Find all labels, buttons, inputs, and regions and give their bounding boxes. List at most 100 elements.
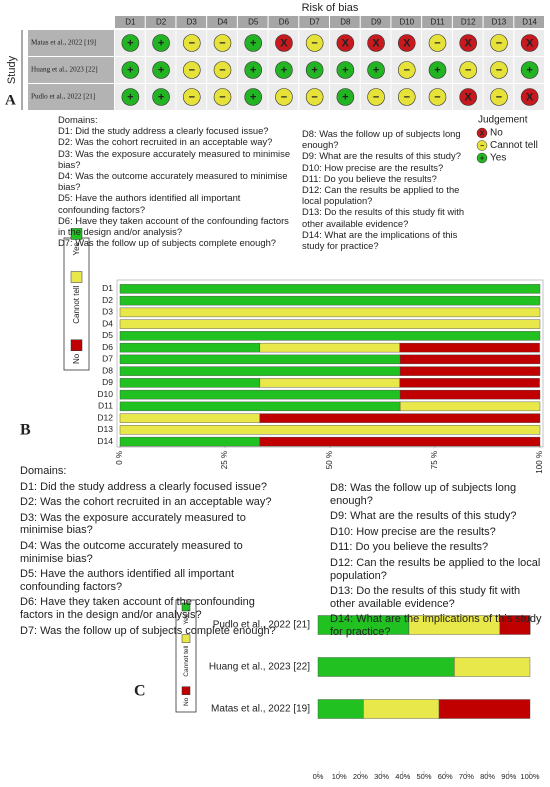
bar-segment [119,366,401,376]
bar-segment [119,284,541,294]
legend-label: Yes [72,242,81,255]
column-header-cell [330,16,360,28]
column-header-cell [237,16,268,28]
x-tick-label: 90% [501,772,516,781]
category-label: D3 [102,307,113,317]
judgement-symbol: − [434,91,440,103]
domain-item: D5: Have the authors identified all impo… [20,568,235,593]
judgement-dot [152,61,170,79]
legend-label: No [183,697,190,706]
judgement-symbol: − [189,91,195,103]
judgement-symbol: − [465,64,471,76]
judgement-dot [490,88,508,106]
domain-item: D14: What are the implications of this s… [302,228,458,252]
judgement-symbol: − [496,37,502,49]
bar-segment [119,389,401,400]
judgement-symbol: − [496,91,502,103]
domain-item: D3: Was the exposure accurately measured… [20,511,246,537]
judgement-symbol: + [127,37,133,49]
domain-item: D12: Can the results be applied to the l… [302,184,460,207]
bar-segment [363,699,440,719]
judgement-dot [121,88,140,106]
bar-segment [259,378,400,388]
legend: No Cannot tell Yes [63,228,90,371]
judgement-dot [428,88,447,106]
judgement-dot [305,88,324,106]
judgement-dot [275,34,293,52]
legend-title: Judgement [478,115,528,126]
judgement-symbol: − [373,91,379,103]
judgement-dot [305,34,324,52]
judgement-symbol: − [281,91,287,103]
column-header-cell [115,16,145,28]
domains-right: D8: Was the follow up of subjects long e… [330,482,542,642]
row-header-cell [28,84,114,110]
judgement-symbol: − [189,37,195,49]
domains-heading: Domains: [58,114,98,125]
legend-swatch [70,228,83,240]
domain-item: D9: What are the results of this study? [330,510,517,523]
x-tick-label: 25 % [220,451,229,469]
judgement-symbol: + [127,91,133,103]
category-label: Huang et al., 2023 [22] [209,662,310,673]
category-label: D1 [102,283,113,293]
judgement-symbol: X [280,37,288,49]
column-header-cell [514,16,544,28]
legend-frame [175,599,197,713]
category-label: D8 [102,365,113,375]
column-header: D14 [522,18,537,27]
legend-label: Cannot tell [183,645,190,677]
column-header-cell [360,16,391,28]
panel-label: C [134,683,146,700]
judgement-dot [428,61,447,79]
domain-item: D8: Was the follow up of subjects long e… [302,128,461,151]
bar-segment [119,436,261,447]
legend-label: No [72,353,81,364]
category-label: D11 [98,401,113,411]
category-label: Pudlo et al., 2022 [21] [213,620,311,631]
bar-segment [317,699,364,719]
judgement-symbol: + [250,37,256,49]
row-axis-label: Study [6,55,18,84]
x-tick-label: 0 % [115,451,124,465]
judgement-symbol: + [281,64,287,76]
category-label: D6 [102,342,113,352]
domain-item: D10: How precise are the results? [302,161,444,173]
row-header-cell [28,30,114,56]
judgement-dot [152,88,170,106]
x-tick-label: 80% [480,772,495,781]
category-label: D5 [102,330,113,340]
row-header-cell [28,57,114,83]
judgement-symbol: − [219,37,225,49]
x-tick-label: 100% [520,772,540,781]
bar-segment [399,378,540,388]
judgement-symbol: + [250,64,256,76]
bar-segment [259,342,400,353]
judgement-symbol: − [219,91,225,103]
judgement-symbol: X [372,37,380,49]
bar-segment [399,389,541,400]
x-tick-label: 40% [395,772,410,781]
bar-segment [399,366,541,376]
judgement-symbol: − [404,91,410,103]
judgement-symbol: − [219,64,225,76]
judgement-dot [520,61,539,79]
judgement-dot [336,34,355,52]
judgement-symbol: + [158,37,164,49]
judgement-dot [490,61,508,79]
study-label: Matas et al., 2022 [19] [31,39,96,47]
judgement-dot [305,61,324,79]
category-label: Matas et al., 2022 [19] [211,704,310,715]
domain-item: D4: Was the outcome accurately measured … [20,539,243,565]
judgement-symbol: + [373,64,379,76]
column-header: D2 [156,18,167,27]
study-label: Pudlo et al., 2022 [21] [31,93,95,101]
column-header: D6 [279,18,290,27]
column-header-cell [207,16,237,28]
category-label: D14 [97,436,113,446]
judgement-dot [367,61,385,79]
judgement-dot [244,34,263,52]
bar-segment [438,699,531,719]
judgement-dot [490,34,508,52]
